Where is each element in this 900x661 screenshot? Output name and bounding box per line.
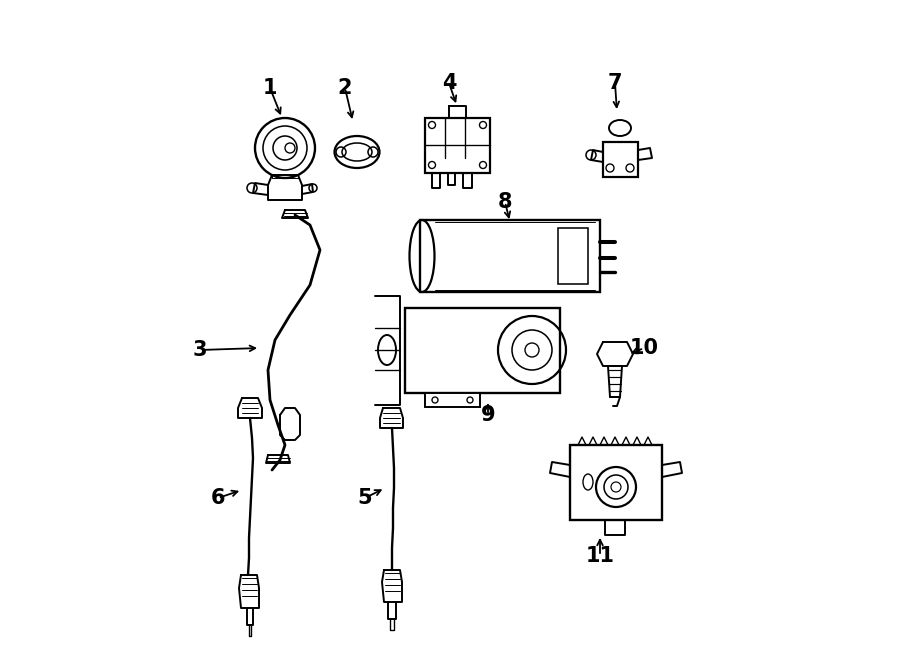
Text: 7: 7 bbox=[608, 73, 622, 93]
Bar bbox=[425, 118, 490, 173]
Bar bbox=[558, 228, 588, 284]
Text: 9: 9 bbox=[481, 405, 495, 425]
Bar bbox=[425, 393, 480, 407]
Text: 4: 4 bbox=[442, 73, 456, 93]
Bar bbox=[570, 445, 662, 520]
Bar bbox=[603, 142, 638, 177]
Text: 8: 8 bbox=[498, 192, 512, 212]
Text: 10: 10 bbox=[629, 338, 659, 358]
Text: 6: 6 bbox=[211, 488, 225, 508]
Bar bbox=[420, 220, 600, 292]
Text: 2: 2 bbox=[338, 78, 352, 98]
Text: 5: 5 bbox=[357, 488, 373, 508]
Text: 11: 11 bbox=[586, 546, 615, 566]
Text: 3: 3 bbox=[193, 340, 207, 360]
Bar bbox=[405, 308, 560, 393]
Text: 1: 1 bbox=[263, 78, 277, 98]
